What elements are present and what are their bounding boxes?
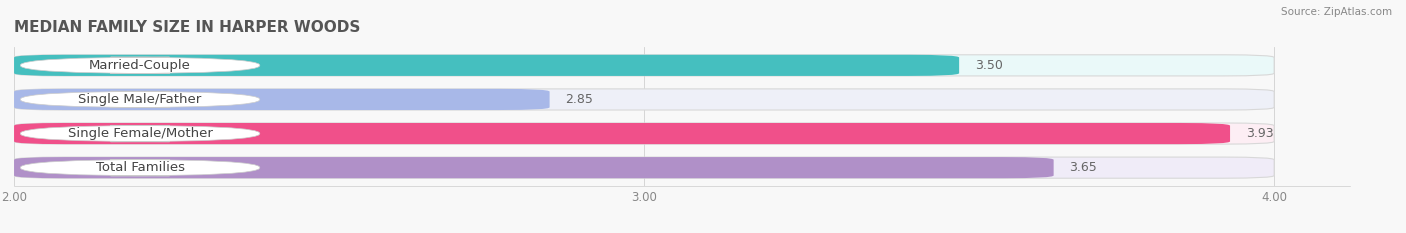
FancyBboxPatch shape <box>20 57 260 74</box>
FancyBboxPatch shape <box>14 123 1274 144</box>
FancyBboxPatch shape <box>14 55 959 76</box>
FancyBboxPatch shape <box>20 159 260 176</box>
FancyBboxPatch shape <box>20 125 260 142</box>
FancyBboxPatch shape <box>14 89 550 110</box>
Text: 3.93: 3.93 <box>1246 127 1274 140</box>
FancyBboxPatch shape <box>14 55 1274 76</box>
Text: Total Families: Total Families <box>96 161 184 174</box>
Text: Source: ZipAtlas.com: Source: ZipAtlas.com <box>1281 7 1392 17</box>
Text: MEDIAN FAMILY SIZE IN HARPER WOODS: MEDIAN FAMILY SIZE IN HARPER WOODS <box>14 21 360 35</box>
FancyBboxPatch shape <box>14 123 1230 144</box>
Text: Married-Couple: Married-Couple <box>89 59 191 72</box>
Text: Single Male/Father: Single Male/Father <box>79 93 201 106</box>
FancyBboxPatch shape <box>20 91 260 108</box>
Text: Single Female/Mother: Single Female/Mother <box>67 127 212 140</box>
Text: 3.50: 3.50 <box>974 59 1002 72</box>
FancyBboxPatch shape <box>14 89 1274 110</box>
FancyBboxPatch shape <box>14 157 1053 178</box>
Text: 3.65: 3.65 <box>1070 161 1097 174</box>
Text: 2.85: 2.85 <box>565 93 593 106</box>
FancyBboxPatch shape <box>14 157 1274 178</box>
